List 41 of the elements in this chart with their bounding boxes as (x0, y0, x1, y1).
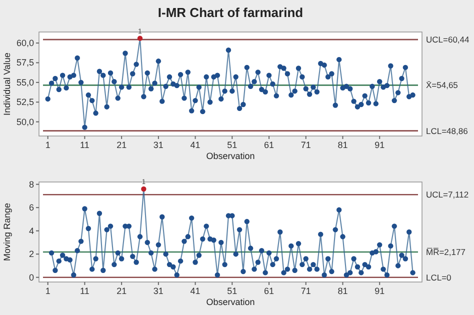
ref-line-label: LCL=0 (426, 272, 452, 282)
y-tick-label: 4 (28, 226, 34, 236)
ref-line-label: UCL=7,112 (426, 190, 469, 200)
y-axis-title: Individual Value (2, 52, 12, 116)
y-axis-title: Moving Range (2, 202, 12, 262)
x-tick-label: 51 (227, 286, 238, 296)
x-axis-title: Observation (206, 297, 255, 307)
x-tick-label: 61 (264, 140, 274, 150)
ref-line-label: X̄=54,65 (426, 80, 458, 90)
x-tick-label: 61 (264, 286, 274, 296)
x-tick-label: 91 (374, 286, 385, 296)
x-tick-label: 1 (45, 286, 50, 296)
x-tick-label: 21 (116, 286, 127, 296)
x-tick-label: 81 (338, 286, 348, 296)
x-tick-label: 11 (80, 286, 90, 296)
y-tick-label: 0 (28, 272, 34, 282)
ref-line-label: LCL=48,86 (426, 126, 468, 136)
x-tick-label: 41 (190, 286, 200, 296)
x-tick-label: 51 (227, 140, 238, 150)
ref-line-label: M̅R̅=2,177 (426, 247, 466, 258)
x-tick-label: 91 (374, 140, 385, 150)
x-tick-label: 11 (80, 140, 90, 150)
x-tick-label: 1 (45, 140, 50, 150)
y-tick-label: 60,0 (16, 38, 34, 48)
y-tick-label: 55,0 (16, 77, 34, 88)
x-tick-label: 81 (338, 140, 348, 150)
x-axis-title: Observation (206, 151, 255, 161)
y-tick-label: 50,0 (16, 116, 34, 127)
x-tick-label: 31 (153, 140, 164, 150)
chart-title: I-MR Chart of farmarind (158, 5, 304, 20)
x-tick-label: 71 (300, 140, 311, 150)
x-tick-label: 41 (190, 140, 200, 150)
y-tick-label: 6 (28, 202, 34, 213)
ref-line-label: UCL=60,44 (426, 34, 470, 45)
y-tick-label: 52,5 (16, 97, 34, 108)
y-tick-label: 57,5 (16, 58, 34, 68)
y-tick-label: 8 (28, 179, 34, 190)
x-tick-label: 71 (300, 286, 311, 296)
x-tick-label: 31 (153, 286, 164, 296)
x-tick-label: 21 (116, 140, 127, 150)
y-tick-label: 2 (28, 249, 34, 260)
